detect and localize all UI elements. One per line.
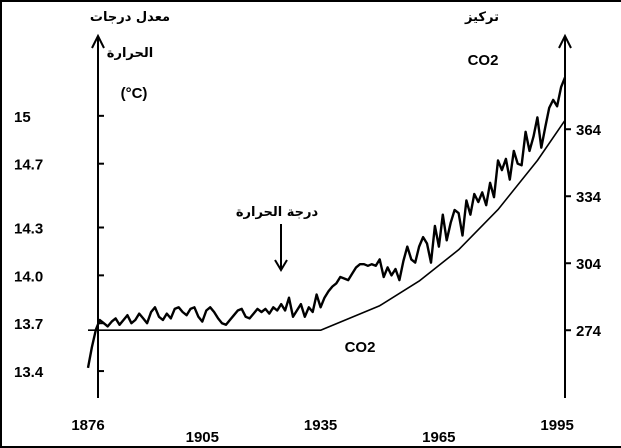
right-axis-arrow [558, 33, 572, 49]
temperature-annotation: درجة الحرارة [236, 205, 319, 220]
x-tick-label: 1876 [71, 417, 104, 434]
x-tick-label: 1995 [540, 417, 573, 434]
right-tick-label: 274 [576, 323, 602, 340]
left-tick-label: 14.0 [14, 268, 43, 285]
co2-series-line [88, 119, 566, 332]
left-axis-title-line1: معدل درجات [90, 10, 170, 25]
left-tick-label: 15 [14, 109, 31, 126]
left-tick-label: 13.4 [14, 364, 44, 381]
left-tick-label: 14.7 [14, 157, 43, 174]
right-tick-label: 364 [576, 122, 602, 139]
x-tick-label: 1965 [422, 429, 455, 446]
temperature-annotation-arrowhead [274, 259, 288, 272]
left-axis-unit: (°C) [121, 85, 148, 102]
left-tick-label: 13.7 [14, 316, 43, 333]
left-axis-title-line2: الحرارة [107, 46, 153, 61]
left-axis-arrow [91, 33, 105, 49]
temperature-series-line [86, 77, 567, 369]
left-tick-label: 14.3 [14, 221, 43, 238]
right-axis-title: تركيز [464, 10, 499, 25]
x-tick-label: 1905 [186, 429, 219, 446]
right-tick-label: 304 [576, 256, 602, 273]
co2-annotation: CO2 [345, 339, 376, 356]
x-tick-label: 1935 [304, 417, 337, 434]
right-axis-subtitle: CO2 [468, 52, 499, 69]
right-tick-label: 334 [576, 189, 602, 206]
